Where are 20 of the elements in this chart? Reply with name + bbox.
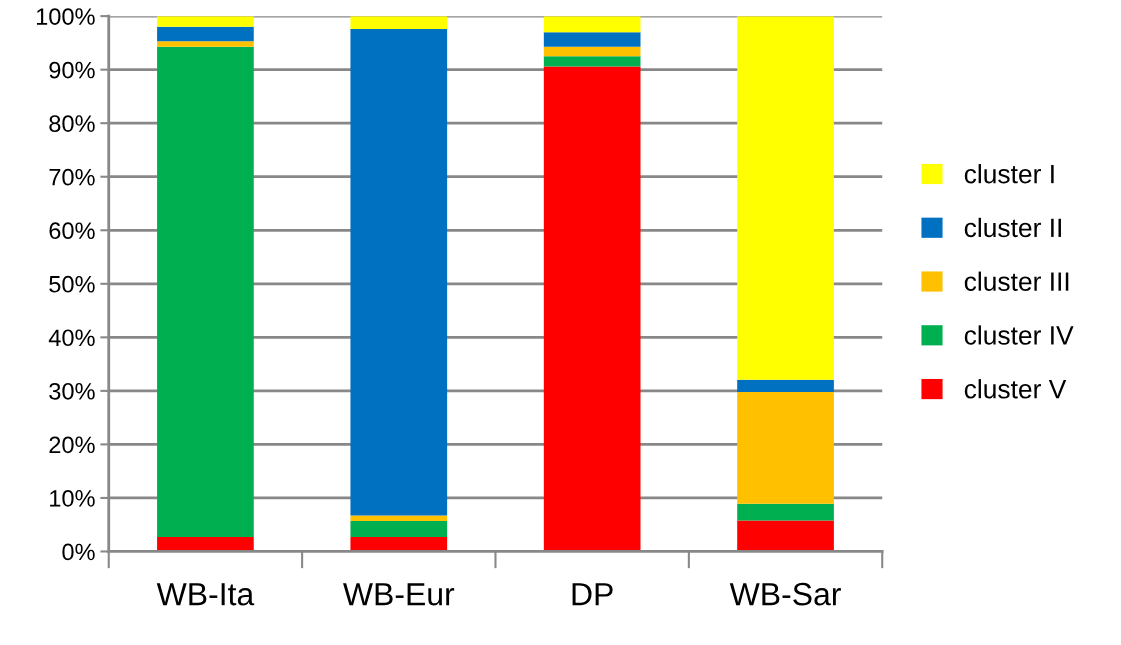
y-tick-label: 40% [48,329,95,347]
y-tick-label: 60% [49,222,95,240]
y-tick-label: 50% [49,275,95,293]
y-tick-label: 20% [49,436,95,454]
x-tick-label: WB-Sar [729,582,841,606]
y-tick-label: 10% [50,490,95,507]
legend-label: cluster III [964,271,1069,291]
x-tick-label: WB-Eur [343,583,455,606]
y-tick-label: 30% [49,382,95,400]
legend-label: cluster IV [964,325,1074,345]
x-tick-label: WB-Ita [156,583,255,606]
y-tick-label: 100% [36,8,95,25]
legend-label: cluster I [964,164,1054,184]
y-tick-label: 70% [49,168,95,186]
y-tick-label: 80% [49,115,95,132]
y-tick-label: 0% [62,543,95,561]
legend-label: cluster V [964,379,1067,399]
y-tick-label: 90% [49,61,95,79]
legend-label: cluster II [964,217,1061,238]
x-tick-label: DP [572,583,613,606]
